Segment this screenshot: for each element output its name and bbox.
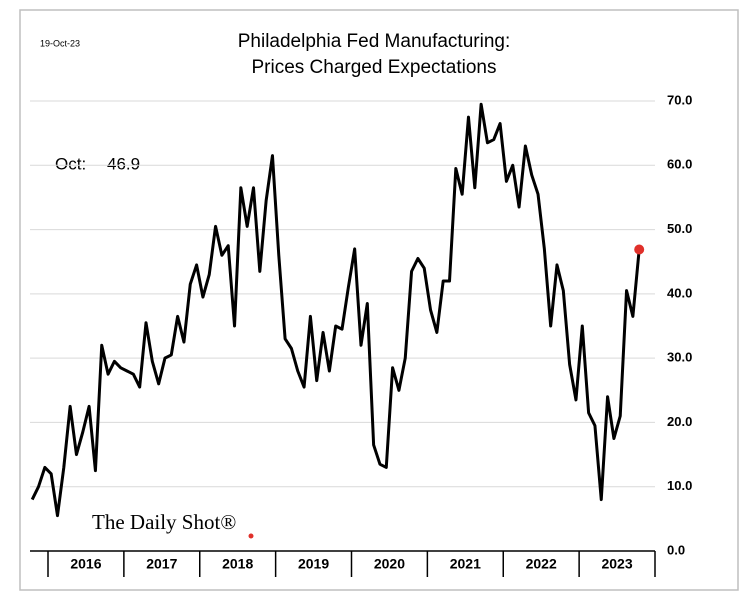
x-tick-label: 2016 xyxy=(70,556,101,572)
annotation-value: 46.9 xyxy=(107,154,140,173)
x-tick-label: 2022 xyxy=(526,556,557,572)
line xyxy=(30,102,641,518)
y-tick-label: 10.0 xyxy=(667,478,692,493)
chart-title: Prices Charged Expectations xyxy=(251,57,496,78)
highlight-point xyxy=(634,244,645,255)
y-tick-label: 70.0 xyxy=(667,92,692,107)
y-tick-label: 60.0 xyxy=(667,157,692,172)
chart-title: Philadelphia Fed Manufacturing: xyxy=(238,31,511,52)
y-tick-label: 30.0 xyxy=(667,350,692,365)
y-tick-label: 20.0 xyxy=(667,414,692,429)
x-tick-label: 2020 xyxy=(374,556,405,572)
x-tick-label: 2023 xyxy=(601,556,632,572)
y-tick-label: 40.0 xyxy=(667,285,692,300)
date: 19-Oct-23 xyxy=(40,38,80,48)
annotation: Oct: xyxy=(55,154,86,173)
y-tick-label: 0.0 xyxy=(667,542,685,557)
x-tick-label: 2019 xyxy=(298,556,329,572)
x-tick-label: 2018 xyxy=(222,556,253,572)
x-tick-label: 2021 xyxy=(450,556,481,572)
y-tick-label: 50.0 xyxy=(667,221,692,236)
watermark: The Daily Shot® xyxy=(92,510,236,534)
x-tick-label: 2017 xyxy=(146,556,177,572)
watermark-dot xyxy=(248,533,254,539)
frame xyxy=(19,9,739,591)
